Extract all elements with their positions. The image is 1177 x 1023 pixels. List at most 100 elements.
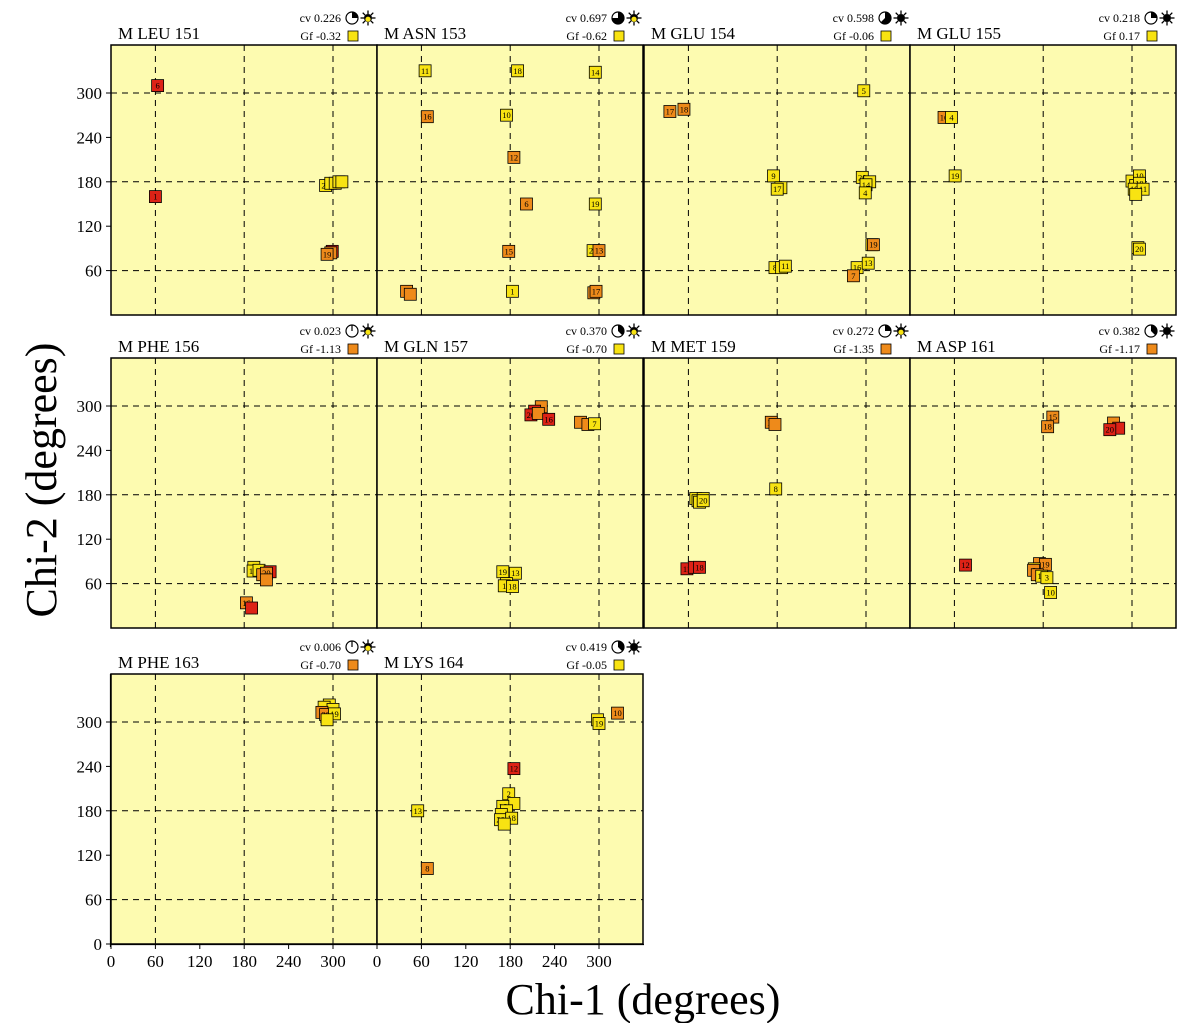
gf-label: Gf -0.62 bbox=[566, 29, 607, 43]
x-tick-label: 120 bbox=[187, 952, 213, 971]
data-point bbox=[1133, 242, 1146, 256]
x-tick-label: 180 bbox=[231, 952, 257, 971]
gf-label: Gf -1.13 bbox=[300, 342, 341, 356]
y-tick-label: 180 bbox=[77, 173, 103, 192]
data-point-label: 15 bbox=[504, 246, 513, 256]
data-point bbox=[420, 110, 434, 124]
data-point-label: 19 bbox=[1041, 559, 1050, 569]
data-point bbox=[959, 558, 972, 572]
data-point-label: 8 bbox=[774, 484, 778, 494]
gf-swatch bbox=[347, 659, 359, 671]
data-point bbox=[858, 186, 872, 200]
panel-border bbox=[376, 44, 644, 316]
panel-title: M MET 159 bbox=[651, 337, 736, 356]
data-point-label: 18 bbox=[680, 104, 689, 114]
cv-label: cv 0.226 bbox=[300, 11, 341, 25]
data-point-label: 4 bbox=[949, 112, 954, 122]
sunburst-ray bbox=[370, 325, 374, 329]
data-point bbox=[768, 418, 782, 431]
sunburst-ray bbox=[903, 333, 907, 337]
gf-swatch bbox=[347, 30, 359, 42]
sunburst-ring-icon bbox=[360, 639, 376, 655]
sunburst-solid-icon bbox=[1159, 10, 1175, 26]
sunburst-ray bbox=[362, 649, 366, 653]
sunburst-ray bbox=[895, 12, 899, 16]
y-tick-label: 180 bbox=[77, 802, 103, 821]
sunburst-ray bbox=[1169, 325, 1173, 329]
sunburst-ray bbox=[1169, 12, 1173, 16]
sunburst-ray bbox=[628, 20, 632, 24]
gf-swatch bbox=[613, 343, 625, 355]
data-point-label: 19 bbox=[869, 240, 878, 250]
gf-label: Gf 0.17 bbox=[1103, 29, 1140, 43]
data-point-label: 13 bbox=[864, 258, 873, 268]
data-point-label: 18 bbox=[513, 66, 522, 76]
y-tick-label: 120 bbox=[77, 530, 103, 549]
data-point bbox=[588, 65, 602, 79]
data-point-label: 19 bbox=[330, 709, 339, 719]
axes-layer: 6012018024030060120180240300060120180240… bbox=[77, 84, 644, 971]
panel-title: M GLU 155 bbox=[917, 24, 1001, 43]
x-tick-label: 60 bbox=[413, 952, 430, 971]
cv-pie-slice bbox=[1151, 325, 1157, 336]
sunburst-ray bbox=[370, 333, 374, 337]
data-point bbox=[1040, 571, 1054, 585]
data-point bbox=[592, 717, 606, 730]
data-point bbox=[770, 182, 784, 196]
y-tick-label: 120 bbox=[77, 846, 103, 865]
data-point-label: 18 bbox=[508, 582, 517, 592]
sunburst-ray bbox=[895, 20, 899, 24]
gf-label: Gf -0.70 bbox=[300, 658, 341, 672]
gf-swatch bbox=[880, 30, 892, 42]
cv-label: cv 0.697 bbox=[566, 11, 607, 25]
data-point bbox=[592, 244, 606, 258]
y-axis-title: Chi-2 (degrees) bbox=[17, 343, 66, 618]
data-point-label: 9 bbox=[771, 171, 775, 181]
data-point-label: 6 bbox=[524, 199, 528, 209]
data-point bbox=[411, 804, 425, 818]
gf-label: Gf -0.06 bbox=[833, 29, 874, 43]
cv-label: cv 0.419 bbox=[566, 640, 607, 654]
data-point-label: 11 bbox=[683, 564, 691, 574]
sunburst-solid-icon bbox=[893, 10, 909, 26]
sunburst-ray bbox=[903, 20, 907, 24]
sunburst-ray bbox=[895, 333, 899, 337]
data-point-label: 20 bbox=[699, 496, 708, 506]
sunburst-ray bbox=[362, 20, 366, 24]
gf-swatch bbox=[880, 343, 892, 355]
sunburst-ray bbox=[636, 641, 640, 645]
y-tick-label: 180 bbox=[77, 486, 103, 505]
data-point-label: 7 bbox=[592, 419, 596, 429]
sunburst-ray bbox=[1169, 20, 1173, 24]
data-point bbox=[769, 482, 783, 496]
data-point bbox=[1041, 420, 1055, 434]
sunburst-ray bbox=[362, 333, 366, 337]
data-point-label: 17 bbox=[773, 184, 782, 194]
gf-label: Gf -1.17 bbox=[1099, 342, 1140, 356]
data-point-label: 19 bbox=[499, 567, 508, 577]
sunburst-ray bbox=[903, 325, 907, 329]
data-point-label: 2 bbox=[507, 789, 511, 799]
panel-title: M LYS 164 bbox=[384, 653, 464, 672]
cv-pie-slice bbox=[618, 325, 624, 336]
sunburst-ray bbox=[636, 325, 640, 329]
sunburst-solid-icon bbox=[626, 639, 642, 655]
sunburst-ring-icon bbox=[626, 10, 642, 26]
data-point bbox=[663, 105, 677, 118]
sunburst-ray bbox=[1161, 20, 1165, 24]
data-point bbox=[857, 84, 871, 98]
data-point bbox=[500, 108, 513, 122]
cv-label: cv 0.272 bbox=[833, 324, 874, 338]
sunburst-ray bbox=[1169, 333, 1173, 337]
cv-pie-slice bbox=[880, 11, 892, 25]
data-point-label: 13 bbox=[595, 246, 604, 256]
data-point-label: 5 bbox=[862, 86, 866, 96]
data-point bbox=[508, 566, 522, 580]
x-tick-label: 300 bbox=[586, 952, 612, 971]
y-tick-label: 60 bbox=[85, 891, 102, 910]
sunburst-ring-icon bbox=[360, 323, 376, 339]
